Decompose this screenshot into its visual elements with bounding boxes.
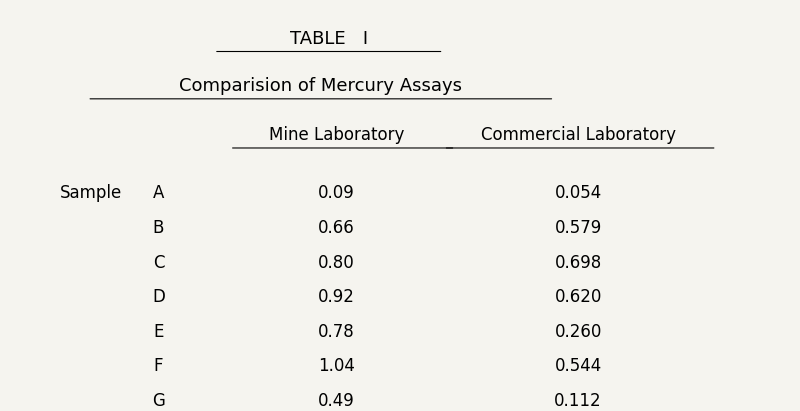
Text: 0.09: 0.09 — [318, 185, 355, 202]
Text: 0.112: 0.112 — [554, 392, 602, 410]
Text: B: B — [153, 219, 164, 237]
Text: Comparision of Mercury Assays: Comparision of Mercury Assays — [179, 77, 462, 95]
Text: 0.260: 0.260 — [554, 323, 602, 341]
Text: 0.579: 0.579 — [554, 219, 602, 237]
Text: Mine Laboratory: Mine Laboratory — [269, 126, 404, 144]
Text: Commercial Laboratory: Commercial Laboratory — [481, 126, 676, 144]
Text: TABLE   I: TABLE I — [290, 30, 368, 48]
Text: 0.054: 0.054 — [554, 185, 602, 202]
Text: G: G — [152, 392, 165, 410]
Text: 0.544: 0.544 — [554, 357, 602, 375]
Text: 0.66: 0.66 — [318, 219, 355, 237]
Text: 1.04: 1.04 — [318, 357, 355, 375]
Text: 0.80: 0.80 — [318, 254, 355, 272]
Text: 0.78: 0.78 — [318, 323, 355, 341]
Text: C: C — [153, 254, 164, 272]
Text: 0.49: 0.49 — [318, 392, 355, 410]
Text: 0.698: 0.698 — [554, 254, 602, 272]
Text: F: F — [154, 357, 163, 375]
Text: 0.620: 0.620 — [554, 288, 602, 306]
Text: 0.92: 0.92 — [318, 288, 355, 306]
Text: Sample: Sample — [59, 185, 122, 202]
Text: A: A — [153, 185, 164, 202]
Text: E: E — [154, 323, 164, 341]
Text: D: D — [152, 288, 165, 306]
